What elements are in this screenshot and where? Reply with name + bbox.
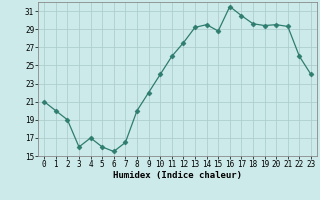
X-axis label: Humidex (Indice chaleur): Humidex (Indice chaleur)	[113, 171, 242, 180]
